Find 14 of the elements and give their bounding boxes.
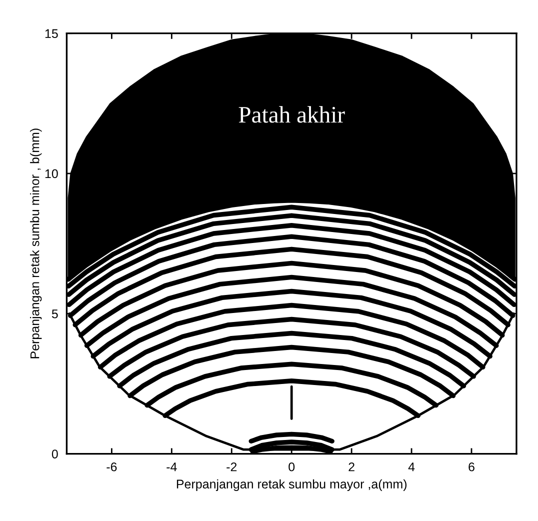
x-tick-label: -2 xyxy=(226,462,237,472)
y-tick-label: 0 xyxy=(52,450,58,458)
x-tick-label: -4 xyxy=(166,462,177,472)
x-tick-label: 2 xyxy=(348,462,354,472)
x-tick-label: 4 xyxy=(408,462,415,472)
y-tick-label: 5 xyxy=(52,310,58,318)
text: Patah akhir xyxy=(238,106,345,123)
y-tick-label: 10 xyxy=(45,169,58,178)
x-tick-label: 0 xyxy=(288,462,295,472)
y-axis-title: Perpanjangan retak sumbu minor , b(mm) xyxy=(30,128,42,358)
x-axis-title: Perpanjangan retak sumbu mayor ,a(mm) xyxy=(176,479,407,491)
x-tick-label: -6 xyxy=(106,462,117,472)
y-tick-label: 15 xyxy=(45,29,58,38)
x-tick-label: 6 xyxy=(468,462,474,472)
